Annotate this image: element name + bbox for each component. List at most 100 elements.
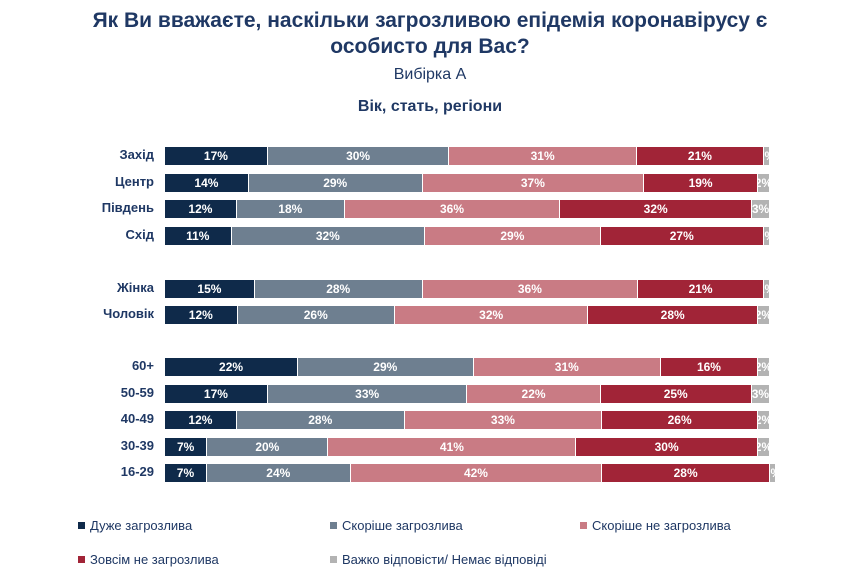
data-label: 21% bbox=[687, 149, 712, 163]
bar-row: 22% 29% 31% 16% 2% bbox=[165, 358, 770, 376]
data-label: 32% bbox=[643, 202, 668, 216]
bar-segment: 14% bbox=[165, 174, 249, 192]
bar-segment: 12% bbox=[165, 411, 237, 429]
category-label: Південь bbox=[101, 200, 154, 215]
legend-label: Скоріше загрозлива bbox=[342, 518, 463, 533]
bar-segment: 17% bbox=[165, 385, 268, 403]
data-label: 24% bbox=[266, 466, 291, 480]
data-label: 28% bbox=[326, 282, 351, 296]
data-label: 21% bbox=[688, 282, 713, 296]
chart-subtitle: Вибірка А bbox=[393, 66, 467, 83]
category-label: 60+ bbox=[131, 358, 154, 373]
data-label: 1% bbox=[764, 149, 769, 163]
data-label: 12% bbox=[188, 308, 213, 322]
data-label: 2% bbox=[758, 308, 769, 322]
bar-segment: 17% bbox=[165, 147, 268, 165]
chart-title-line-1: Як Ви вважаєте, наскільки загрозливою еп… bbox=[92, 9, 768, 32]
bar-segment: 36% bbox=[422, 280, 639, 298]
bar-segment: 26% bbox=[237, 306, 395, 324]
bar-segment: 33% bbox=[267, 385, 468, 403]
bar-segment: 15% bbox=[165, 280, 255, 298]
legend-item: Скоріше не загрозлива bbox=[580, 518, 731, 533]
legend-swatch bbox=[330, 556, 337, 563]
bar-segment: 20% bbox=[207, 438, 329, 456]
legend-item: Зовсім не загрозлива bbox=[78, 552, 219, 567]
bar-segment: 31% bbox=[449, 147, 637, 165]
data-label: 11% bbox=[186, 229, 210, 243]
data-label: 22% bbox=[219, 360, 244, 374]
bar-row: 12% 26% 32% 28% 2% bbox=[165, 306, 770, 324]
bar-row: 11% 32% 29% 27% 1% bbox=[165, 227, 770, 245]
data-label: 29% bbox=[323, 176, 348, 190]
bar-segment: 12% bbox=[165, 200, 237, 218]
data-label: 14% bbox=[194, 176, 219, 190]
category-label: Схід bbox=[125, 227, 154, 242]
bar-segment: 12% bbox=[165, 306, 238, 324]
data-label: 31% bbox=[530, 149, 555, 163]
data-label: 26% bbox=[667, 413, 692, 427]
bar-segment: 3% bbox=[751, 385, 770, 403]
bar-segment: 32% bbox=[394, 306, 589, 324]
data-label: 2% bbox=[758, 176, 769, 190]
bar-row: 17% 30% 31% 21% 1% bbox=[165, 147, 770, 165]
chart-title: Як Ви вважаєте, наскільки загрозливою еп… bbox=[0, 8, 860, 60]
data-label: 36% bbox=[439, 202, 465, 216]
bar-segment: 31% bbox=[473, 358, 662, 376]
bar-segment: 1% bbox=[763, 227, 770, 245]
legend-label: Важко відповісти/ Немає відповіді bbox=[342, 552, 547, 567]
bar-segment: 30% bbox=[576, 438, 758, 456]
category-label: 50-59 bbox=[120, 385, 154, 400]
data-label: 2% bbox=[758, 360, 769, 374]
data-label: 33% bbox=[355, 387, 380, 401]
chart-title-line-2: особисто для Вас? bbox=[330, 35, 530, 58]
data-label: 41% bbox=[439, 440, 464, 454]
bar-row: 7% 20% 41% 30% 2% bbox=[165, 438, 770, 456]
data-label: 3% bbox=[752, 202, 770, 216]
data-label: 30% bbox=[346, 149, 371, 163]
data-label: 36% bbox=[517, 282, 542, 296]
data-label: 29% bbox=[500, 229, 525, 243]
legend-swatch bbox=[580, 522, 587, 529]
legend-label: Дуже загрозлива bbox=[90, 518, 193, 533]
bar-segment: 0% bbox=[769, 464, 776, 482]
bar-segment: 32% bbox=[231, 227, 426, 245]
data-label: 33% bbox=[490, 413, 515, 427]
category-label: Центр bbox=[114, 174, 154, 189]
bar-segment: 27% bbox=[600, 227, 764, 245]
legend-label: Зовсім не загрозлива bbox=[90, 552, 219, 567]
category-label: 40-49 bbox=[120, 411, 154, 426]
bar-row: 15% 28% 36% 21% 1% bbox=[165, 280, 770, 298]
legend-swatch bbox=[78, 556, 85, 563]
data-label: 19% bbox=[688, 176, 713, 190]
bar-segment: 2% bbox=[757, 174, 770, 192]
data-label: 32% bbox=[479, 308, 504, 322]
category-label: Жінка bbox=[117, 280, 154, 295]
bar-row: 7% 24% 42% 28% 0% bbox=[165, 464, 776, 482]
legend-item: Дуже загрозлива bbox=[78, 518, 192, 533]
bar-segment: 3% bbox=[752, 200, 770, 218]
bar-segment: 21% bbox=[638, 280, 764, 298]
data-label: 30% bbox=[654, 440, 679, 454]
data-label: 28% bbox=[308, 413, 333, 427]
bar-segment: 19% bbox=[644, 174, 758, 192]
category-label: 30-39 bbox=[120, 438, 154, 453]
bar-segment: 1% bbox=[763, 147, 770, 165]
legend-item: Важко відповісти/ Немає відповіді bbox=[330, 552, 547, 567]
bar-segment: 30% bbox=[267, 147, 450, 165]
section-title: Вік, стать, регіони bbox=[357, 98, 503, 115]
bar-segment: 28% bbox=[236, 411, 405, 429]
bar-segment: 21% bbox=[636, 147, 764, 165]
bar-segment: 2% bbox=[758, 411, 770, 429]
legend-swatch bbox=[78, 522, 85, 529]
bar-segment: 37% bbox=[422, 174, 645, 192]
bar-segment: 36% bbox=[344, 200, 561, 218]
data-label: 16% bbox=[696, 360, 721, 374]
data-label: 22% bbox=[521, 387, 546, 401]
category-label: Захід bbox=[119, 147, 154, 162]
bar-segment: 7% bbox=[165, 438, 208, 456]
bar-segment: 1% bbox=[763, 280, 770, 298]
data-label: 17% bbox=[203, 149, 228, 163]
legend-item: Скоріше загрозлива bbox=[330, 518, 463, 533]
bar-segment: 28% bbox=[588, 306, 758, 324]
bar-segment: 28% bbox=[254, 280, 423, 298]
